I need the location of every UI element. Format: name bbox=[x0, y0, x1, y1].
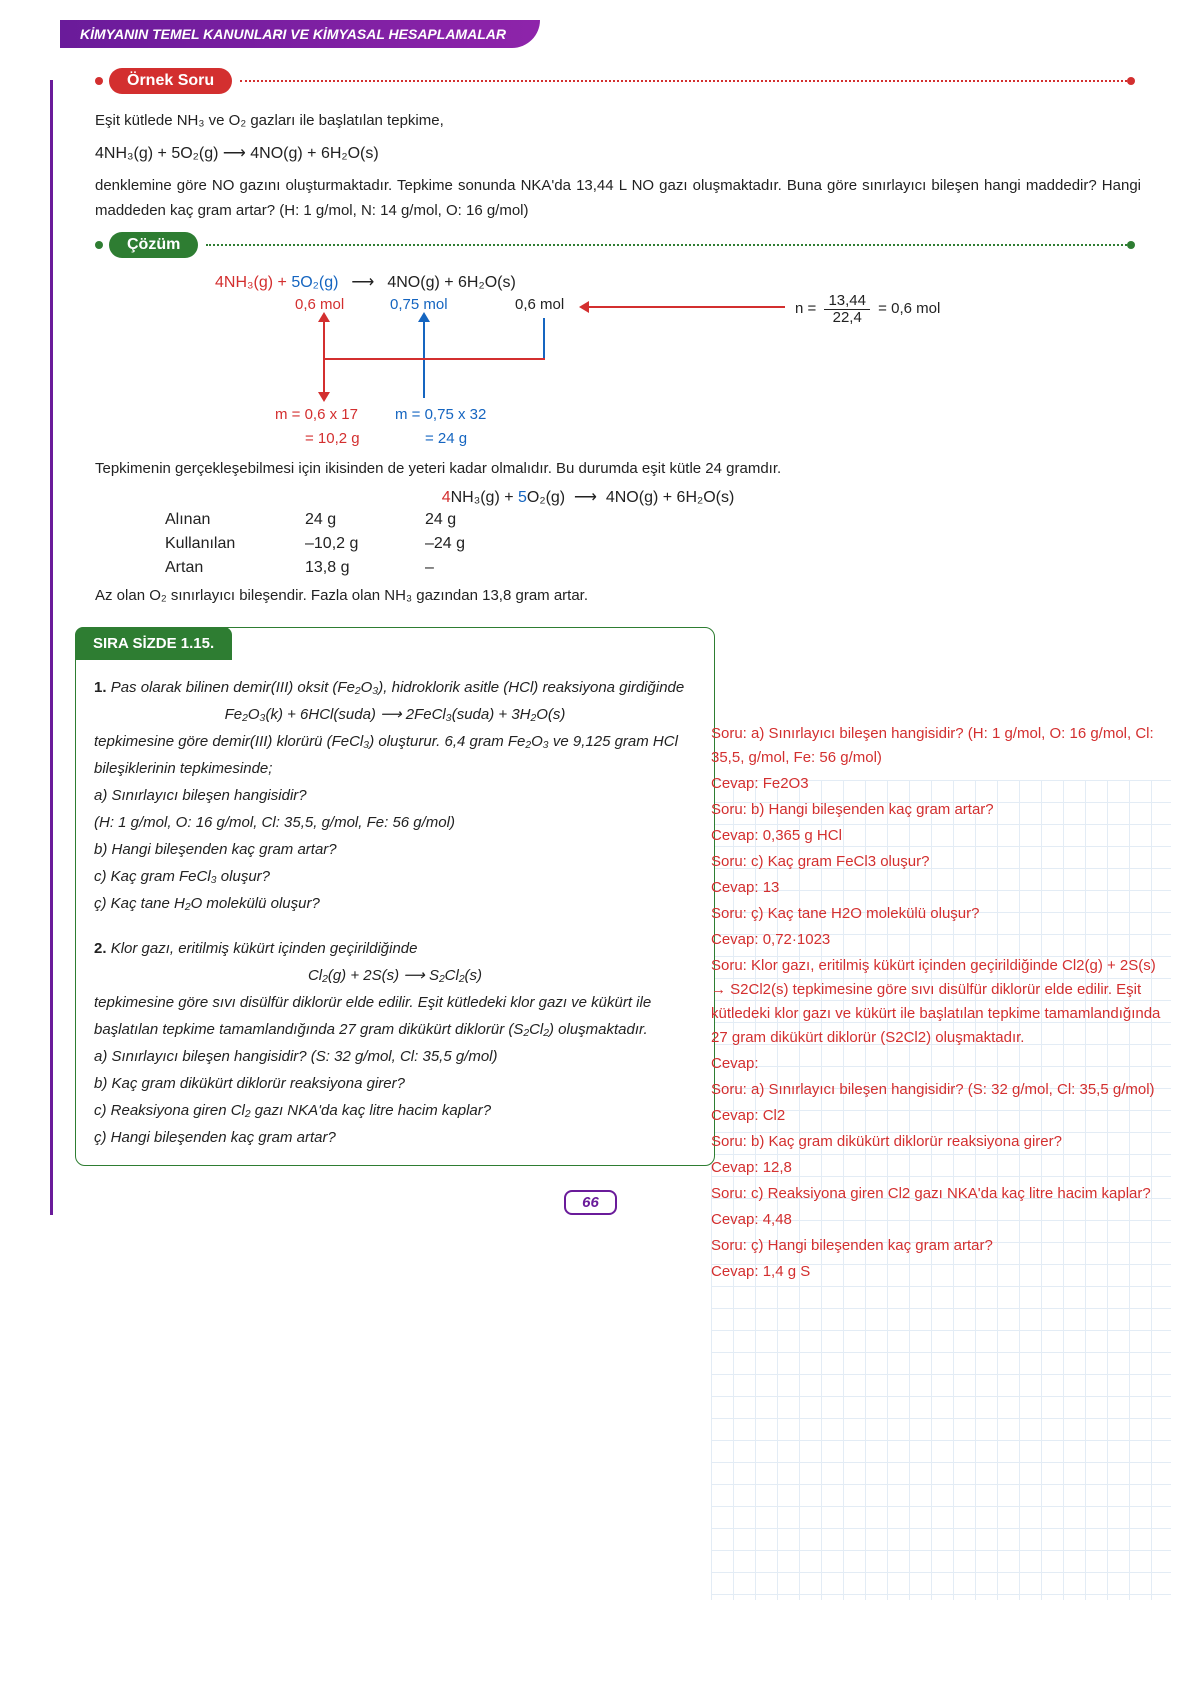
answer-key: Soru: a) Sınırlayıcı bileşen hangisidir?… bbox=[711, 720, 1171, 1286]
solution-p3: Tepkimenin gerçekleşebilmesi için ikisin… bbox=[95, 456, 1141, 482]
sira-sizde-box: SIRA SİZDE 1.15. 1. Pas olarak bilinen d… bbox=[75, 627, 715, 1166]
problem-p1: Eşit kütlede NH₃ ve O₂ gazları ile başla… bbox=[95, 108, 1141, 134]
mass-table: Alınan24 g24 g Kullanılan–10,2 g–24 g Ar… bbox=[165, 511, 1141, 577]
equation-2: 4NH₃(g) + 5O₂(g) ⟶ 4NO(g) + 6H₂O(s) bbox=[35, 487, 1141, 507]
solution-diagram: 4NH₃(g) + 5O₂(g) ⟶ 4NO(g) + 6H₂O(s) 0,6 … bbox=[215, 272, 1141, 446]
problem-p2: denklemine göre NO gazını oluşturmaktadı… bbox=[95, 173, 1141, 224]
equation-1: 4NH₃(g) + 5O₂(g) ⟶ 4NO(g) + 6H₂O(s) bbox=[95, 140, 1141, 167]
sira-title: SIRA SİZDE 1.15. bbox=[75, 627, 232, 660]
chapter-header: KİMYANIN TEMEL KANUNLARI VE KİMYASAL HES… bbox=[60, 20, 540, 48]
cozum-heading: Çözüm bbox=[95, 232, 1141, 258]
ornek-heading: Örnek Soru bbox=[95, 68, 1141, 94]
solution-p4: Az olan O₂ sınırlayıcı bileşendir. Fazla… bbox=[95, 583, 1141, 609]
left-rule bbox=[50, 80, 53, 1215]
